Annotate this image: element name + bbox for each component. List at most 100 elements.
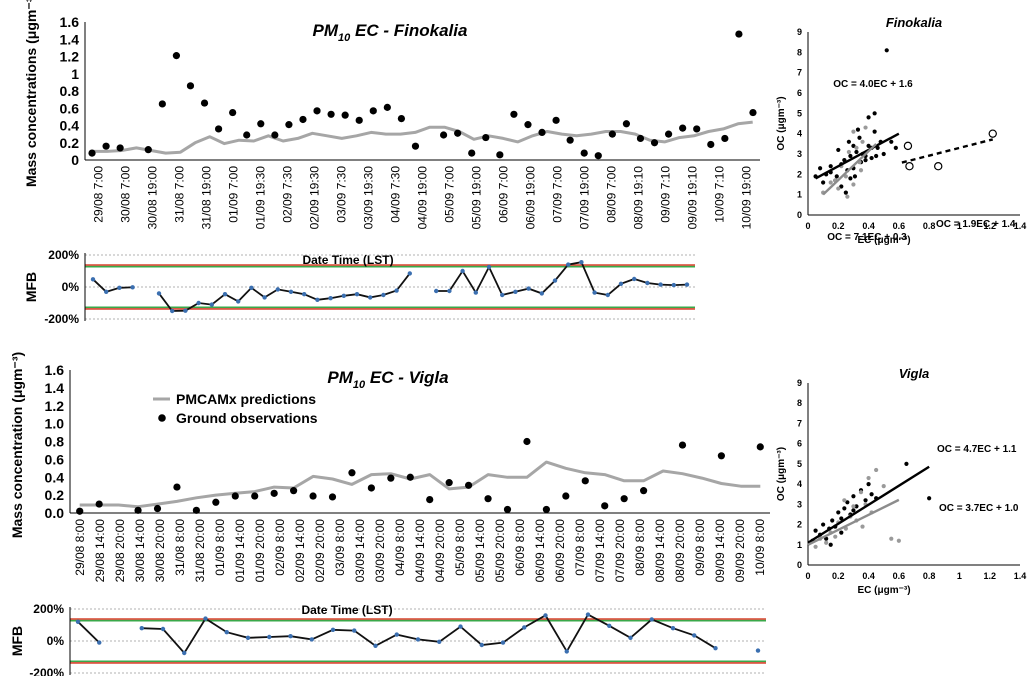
finokalia-scatter-point [851, 143, 856, 148]
finokalia-ts-observation-point [622, 120, 631, 128]
finokalia-mfb-mfb-point [552, 278, 558, 283]
finokalia-ts-date-label: 08/09 19:10 [632, 166, 646, 230]
vigla-scatter-point [833, 534, 838, 539]
vigla-ts-date-label: 04/09 8:00 [393, 519, 407, 576]
finokalia-scatter-point [836, 186, 841, 191]
finokalia-ts-date-label: 10/09 19:00 [740, 166, 754, 230]
finokalia-mfb-mfb-line [436, 261, 688, 297]
finokalia-ts-observation-point [383, 103, 391, 111]
vigla-ts-observation-point [309, 492, 317, 500]
vigla-scatter-ytick-label: 1 [797, 540, 802, 550]
vigla-scatter-xlabel: EC (μgm⁻³) [857, 585, 910, 596]
vigla-mfb-mfb-point [75, 619, 81, 624]
vigla-mfb-mfb-point [628, 635, 633, 640]
finokalia-mfb-mfb-point [658, 282, 663, 287]
vigla-scatter-point [839, 530, 844, 535]
vigla-ts-date-label: 02/09 20:00 [313, 519, 327, 583]
vigla-mfb-mfb-point [352, 628, 357, 633]
vigla-mfb-mfb-point [245, 635, 251, 640]
finokalia-mfb-mfb-point [684, 282, 690, 287]
vigla-ts-date-label: 03/09 20:00 [373, 519, 387, 583]
vigla-ts-observation-point [290, 487, 298, 495]
vigla-ts-observation-point [581, 477, 589, 485]
vigla-ts-date-label: 09/09 8:00 [693, 519, 707, 576]
vigla-ts-ytick-label: 0.4 [45, 469, 65, 485]
finokalia-mfb-mfb-point [632, 276, 637, 282]
vigla-scatter-point [863, 498, 868, 503]
finokalia-scatter-xtick-label: 0.2 [832, 221, 845, 231]
vigla-ts-observation-point [426, 495, 434, 504]
finokalia-scatter-point [848, 176, 853, 181]
vigla-ts-observation-point [192, 506, 200, 514]
vigla-scatter-point [866, 475, 871, 481]
finokalia-ts-date-label: 02/09 19:30 [308, 166, 322, 230]
finokalia-ts-ytick-label: 0.6 [60, 100, 80, 116]
vigla-ts-date-label: 08/09 8:00 [633, 519, 647, 576]
finokalia-scatter-point [828, 180, 833, 185]
vigla-scatter-point [874, 467, 879, 473]
finokalia-ts-observation-point [355, 116, 363, 124]
vigla-scatter-point [845, 500, 850, 505]
finokalia-ts-observation-point [552, 116, 560, 124]
finokalia-scatter-point [893, 145, 898, 150]
vigla-ts-ytick-label: 1.4 [45, 380, 65, 396]
finokalia-ts-observation-point [693, 125, 701, 133]
vigla-mfb-mfb-point [500, 640, 506, 645]
vigla-mfb-mfb-point [670, 626, 676, 631]
finokalia-mfb-mfb-point [236, 299, 241, 304]
vigla-scatter-xtick-label: 0 [805, 571, 810, 581]
finokalia-scatter-ytick-label: 9 [797, 27, 802, 37]
vigla-ts-date-label: 06/09 20:00 [553, 519, 567, 583]
finokalia-mfb-mfb-point [368, 295, 373, 300]
finokalia-ts-observation-point [594, 152, 602, 160]
finokalia-ts-observation-point [580, 149, 588, 157]
finokalia-mfb-mfb-point [315, 297, 320, 302]
finokalia-scatter-point [846, 149, 851, 155]
vigla-ts-date-label: 04/09 14:00 [413, 519, 427, 583]
finokalia-mfb-mfb-point [618, 281, 624, 286]
legend-observation-label: Ground observations [176, 410, 318, 426]
finokalia-ts-ytick-label: 1 [71, 66, 79, 82]
finokalia-ts-date-label: 31/08 7:00 [173, 166, 187, 223]
vigla-mfb-mfb-line [141, 613, 716, 655]
finokalia-mfb-mfb-point [156, 291, 162, 296]
vigla-mfb-mfb-point [415, 637, 421, 642]
vigla-ts-ytick-label: 1.6 [45, 362, 65, 378]
vigla-ts-date-label: 07/09 20:00 [613, 519, 627, 583]
finokalia-ts-observation-point [172, 52, 181, 60]
vigla-ts-ytick-label: 0.0 [45, 505, 65, 521]
vigla-ts-observation-point [153, 504, 162, 513]
finokalia-ts-ytick-label: 0.4 [60, 118, 80, 134]
vigla-ts-date-label: 02/09 14:00 [293, 519, 307, 583]
finokalia-scatter-xtick-label: 0 [805, 221, 810, 231]
vigla-ts-observation-point [445, 479, 453, 487]
vigla-scatter-xtick-label: 0.2 [832, 571, 845, 581]
vigla-scatter-point [896, 538, 901, 543]
finokalia-scatter-xtick-label: 1.4 [1014, 221, 1027, 231]
vigla-ts-date-label: 01/09 14:00 [233, 519, 247, 583]
vigla-ts-date-label: 01/09 20:00 [253, 519, 267, 583]
finokalia-ts-date-label: 04/09 7:30 [389, 166, 403, 223]
finokalia-ts-date-label: 03/09 7:30 [335, 166, 349, 223]
finokalia-ts-observation-point [271, 131, 279, 139]
finokalia-scatter-point [836, 147, 841, 153]
finokalia-ts-date-label: 01/09 19:30 [254, 166, 268, 230]
finokalia-ts-date-label: 04/09 19:00 [416, 166, 430, 230]
finokalia-ts-date-label: 01/09 7:00 [227, 166, 241, 223]
finokalia-scatter-point [858, 168, 864, 173]
finokalia-ts-observation-point [116, 144, 124, 152]
vigla-mfb-mfb-point [585, 612, 591, 617]
finokalia-scatter-ytick-label: 3 [797, 149, 802, 159]
finokalia-scatter-point [866, 115, 871, 120]
vigla-mfb-ytick-label: -200% [29, 666, 64, 676]
finokalia-scatter-point [851, 129, 856, 134]
vigla-scatter-point [813, 544, 818, 549]
vigla-ts-ytick-label: 1.2 [45, 398, 65, 414]
vigla-mfb-ytick-label: 200% [33, 602, 64, 616]
finokalia-ts-observation-point [200, 99, 209, 107]
finokalia-ts-date-label: 29/08 7:00 [92, 166, 106, 223]
finokalia-mfb-mfb-point [513, 289, 518, 294]
vigla-ts-date-label: 05/09 8:00 [453, 519, 467, 576]
legend-prediction-label: PMCAMx predictions [176, 391, 316, 407]
finokalia-scatter-ytick-label: 7 [797, 68, 802, 78]
